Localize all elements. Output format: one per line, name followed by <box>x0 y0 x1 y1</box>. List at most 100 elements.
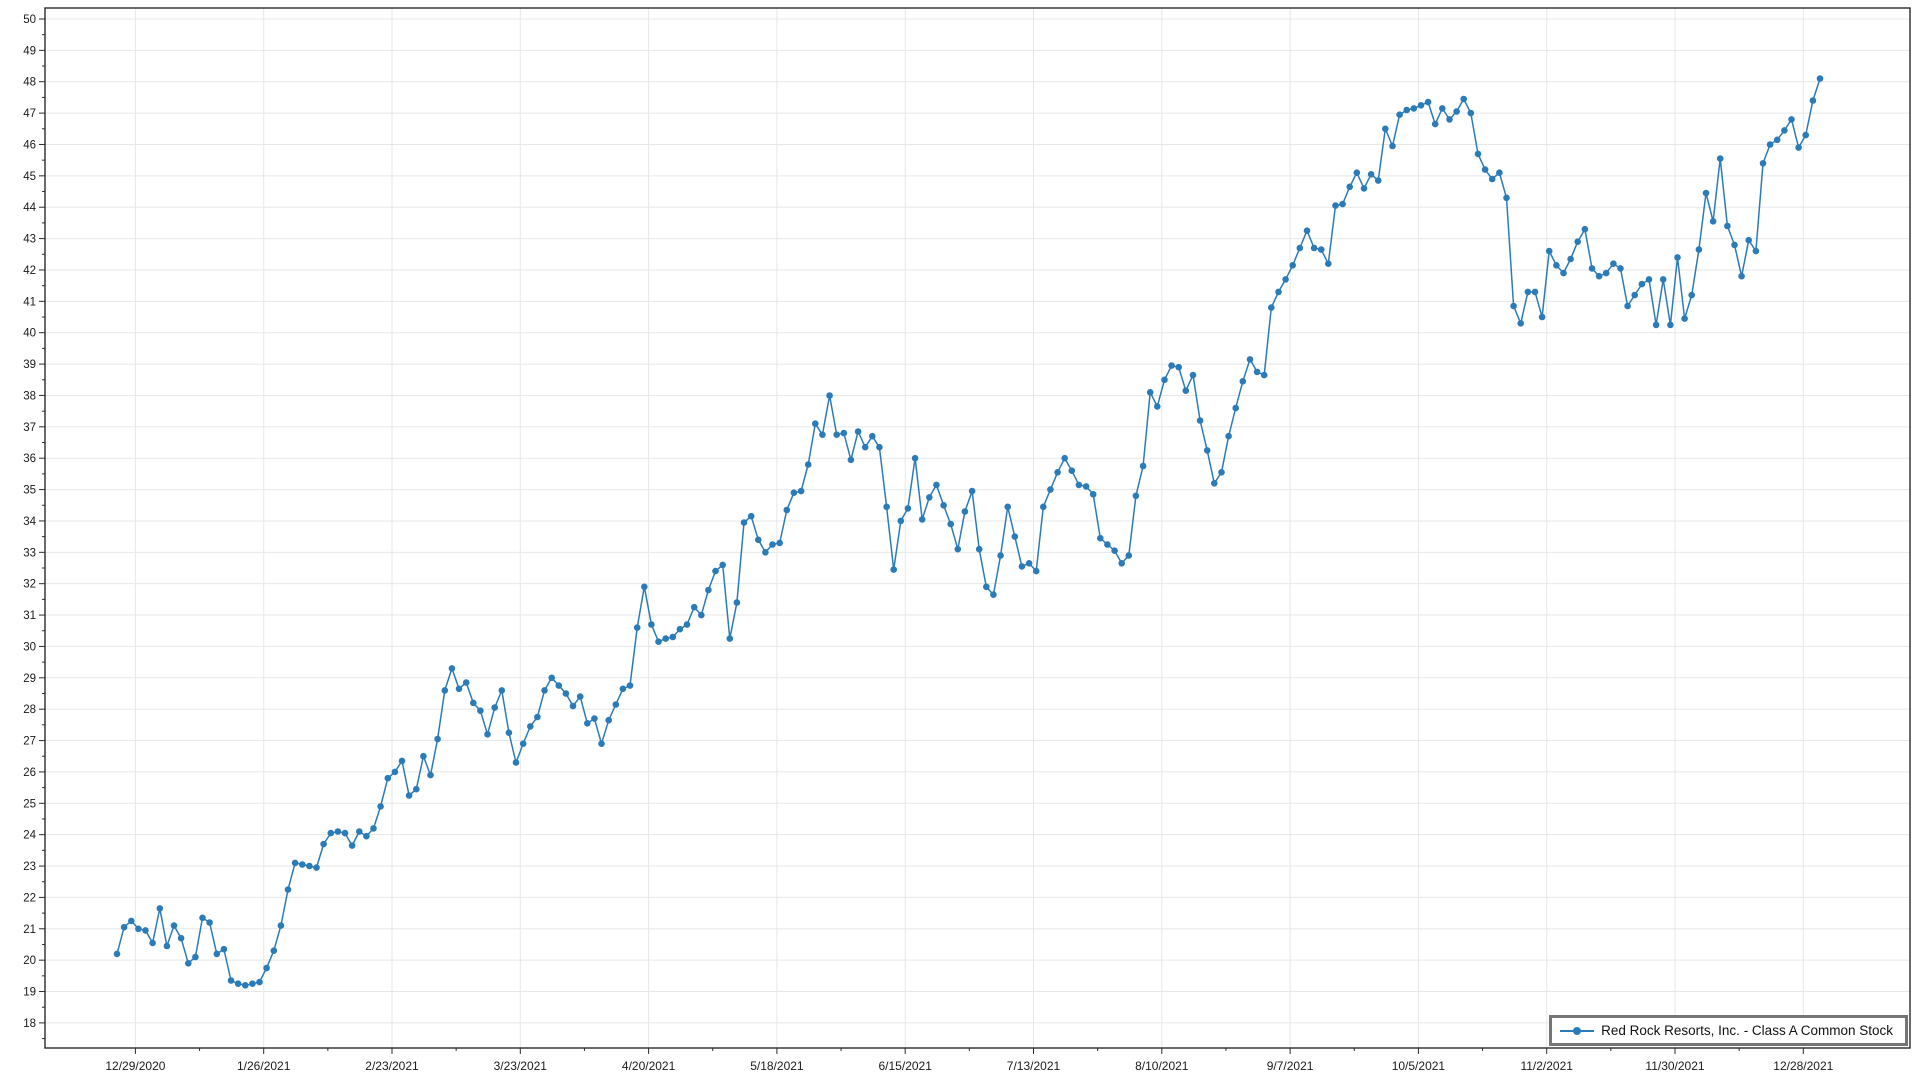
data-point-marker <box>1182 387 1190 395</box>
y-axis-tick-label: 24 <box>23 830 36 842</box>
data-point-marker <box>1075 481 1083 489</box>
data-point-marker <box>555 682 563 689</box>
data-point-marker <box>1795 144 1802 151</box>
data-point-marker <box>747 512 755 520</box>
y-axis-tick-label: 47 <box>23 108 36 120</box>
data-point-marker <box>327 829 335 837</box>
y-axis-tick-label: 25 <box>23 798 36 810</box>
data-point-marker <box>1467 109 1475 117</box>
data-point-marker <box>1745 236 1752 244</box>
data-point-marker <box>968 487 976 495</box>
data-point-marker <box>1403 106 1410 114</box>
data-point-marker <box>819 431 826 439</box>
data-point-marker <box>1652 321 1660 329</box>
data-point-marker <box>434 735 441 743</box>
y-axis-tick-label: 20 <box>23 955 36 967</box>
y-axis-tick-label: 39 <box>23 359 36 371</box>
x-axis-tick-label: 11/2/2021 <box>1520 1059 1573 1073</box>
data-point-marker <box>149 939 156 947</box>
data-point-marker <box>1488 175 1496 183</box>
data-point-marker <box>498 687 506 694</box>
data-point-marker <box>477 707 484 714</box>
data-point-marker <box>1588 265 1596 272</box>
y-axis-tick-label: 46 <box>23 139 36 151</box>
data-point-marker <box>1189 371 1197 379</box>
data-point-marker <box>961 508 969 515</box>
data-point-marker <box>1154 403 1161 410</box>
y-axis-tick-label: 41 <box>23 296 36 308</box>
data-point-marker <box>1681 315 1688 322</box>
y-axis-tick-label: 30 <box>23 641 36 653</box>
data-point-marker <box>1574 238 1581 245</box>
data-point-marker <box>1716 155 1724 162</box>
data-point-marker <box>983 583 990 591</box>
data-point-marker <box>705 586 712 594</box>
data-point-marker <box>1446 116 1453 123</box>
data-point-marker <box>1617 265 1624 272</box>
data-point-marker <box>1816 75 1824 82</box>
data-point-marker <box>306 862 313 870</box>
data-point-marker <box>1595 272 1603 280</box>
data-point-marker <box>199 914 206 922</box>
data-point-marker <box>990 591 997 598</box>
data-point-marker <box>270 947 278 954</box>
x-axis-tick-label: 5/18/2021 <box>750 1059 804 1073</box>
data-point-marker <box>1132 492 1140 500</box>
data-point-marker <box>1325 260 1332 268</box>
data-point-marker <box>519 740 527 747</box>
data-point-marker <box>712 567 719 575</box>
y-axis-tick-label: 40 <box>23 328 36 340</box>
data-point-marker <box>1439 105 1446 112</box>
y-axis-tick-label: 29 <box>23 673 36 685</box>
data-point-marker <box>1310 244 1318 252</box>
y-axis-tick-label: 35 <box>23 485 36 497</box>
data-point-marker <box>826 392 833 399</box>
x-axis-tick-label: 8/10/2021 <box>1135 1059 1189 1073</box>
x-axis-tick-label: 7/13/2021 <box>1007 1059 1061 1073</box>
data-point-marker <box>869 432 876 440</box>
data-point-marker <box>1097 534 1104 542</box>
data-point-marker <box>1025 560 1033 567</box>
data-point-marker <box>334 828 342 835</box>
data-point-marker <box>113 950 121 958</box>
data-point-marker <box>1061 454 1068 462</box>
data-point-marker <box>377 803 384 810</box>
y-axis-tick-label: 22 <box>23 892 36 904</box>
x-axis-tick-label: 1/26/2021 <box>237 1059 291 1073</box>
data-point-marker <box>206 919 213 926</box>
data-point-marker <box>569 702 577 710</box>
y-axis-tick-label: 36 <box>23 453 36 465</box>
data-point-marker <box>249 980 256 987</box>
data-point-marker <box>1545 247 1553 255</box>
data-point-marker <box>1453 108 1460 115</box>
data-point-marker <box>890 566 897 573</box>
data-point-marker <box>1496 169 1503 176</box>
data-point-marker <box>299 861 306 868</box>
x-axis-tick-label: 12/29/2020 <box>105 1059 165 1073</box>
data-point-marker <box>1047 486 1054 493</box>
data-point-marker <box>683 621 691 628</box>
data-point-marker <box>1624 302 1631 310</box>
y-axis-tick-label: 19 <box>23 987 36 999</box>
data-point-marker <box>1396 111 1403 118</box>
data-point-marker <box>120 923 128 931</box>
data-point-marker <box>918 516 926 523</box>
data-point-marker <box>662 635 669 642</box>
data-point-marker <box>626 682 634 689</box>
legend-series-marker-icon <box>1560 1026 1595 1036</box>
data-point-marker <box>633 624 641 631</box>
data-point-marker <box>740 519 748 526</box>
data-point-marker <box>1460 95 1467 103</box>
y-axis-tick-label: 21 <box>23 924 36 936</box>
y-axis-tick-label: 27 <box>23 736 36 748</box>
data-point-marker <box>612 701 620 708</box>
data-point-marker <box>719 561 726 569</box>
data-point-marker <box>947 520 954 528</box>
data-point-marker <box>413 785 420 793</box>
data-point-marker <box>1139 462 1147 470</box>
data-point-marker <box>804 461 812 468</box>
data-point-marker <box>441 687 449 694</box>
data-point-marker <box>534 713 541 721</box>
y-axis-tick-label: 37 <box>23 422 36 434</box>
